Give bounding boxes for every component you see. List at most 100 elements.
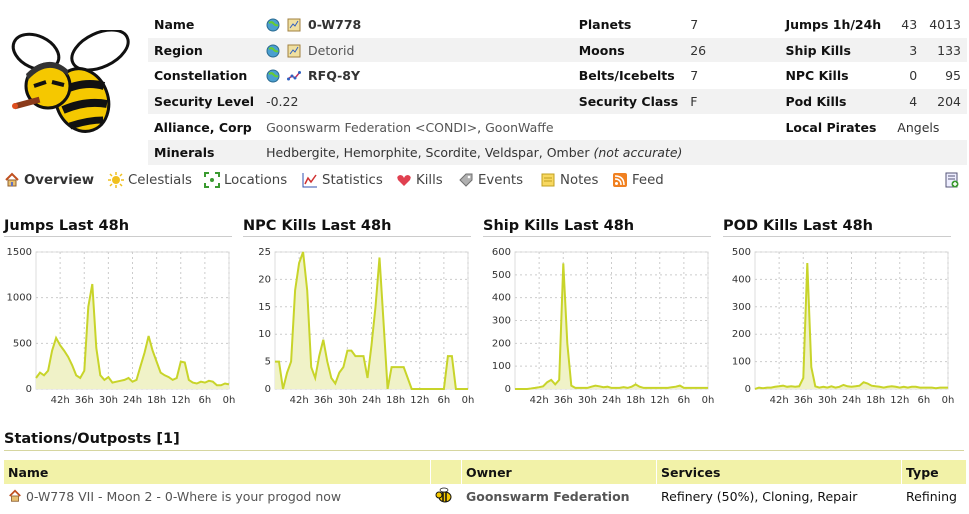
owner-link[interactable]: Goonswarm Federation: [466, 489, 630, 504]
npc-kills-chart: NPC Kills Last 48h 0 5 10 15 20 25 42h 36h 30h 24…: [243, 218, 478, 408]
region-value: Detorid: [260, 37, 573, 64]
constellation-icon[interactable]: [287, 69, 302, 83]
station-name-link[interactable]: 0-W778 VII - Moon 2 - 0-Where is your pr…: [25, 489, 342, 504]
y-tick-label: 20: [258, 274, 271, 285]
tag-icon: [459, 173, 473, 187]
y-tick-label: 400: [492, 293, 511, 304]
station-name-cell: 0-W778 VII - Moon 2 - 0-Where is your pr…: [4, 484, 431, 509]
corp-link[interactable]: GoonWaffe: [485, 119, 554, 135]
security-class-value: F: [684, 88, 780, 115]
chart-title: Ship Kills Last 48h: [483, 218, 711, 237]
y-tick-label: 0: [26, 384, 32, 395]
y-tick-label: 500: [13, 338, 32, 349]
add-bookmark-button[interactable]: [944, 172, 960, 188]
series-area: [515, 263, 708, 389]
x-tick-label: 12h: [171, 395, 190, 406]
y-tick-label: 1500: [7, 247, 32, 258]
npc-kills-label: NPC Kills: [779, 62, 892, 90]
npc-kills-chart-plot: 0 5 10 15 20 25 42h 36h 30h 24h 18h 12h 6h 0h: [258, 247, 474, 406]
globe-icon[interactable]: [266, 44, 280, 58]
stations-heading: Stations/Outposts [1]: [4, 431, 964, 451]
ship-kills-chart-plot: 0 100 200 300 400 500 600 42h 36h 30h 24h 18h 12h 6h 0…: [492, 247, 715, 406]
x-tick-label: 6h: [918, 395, 931, 406]
name-column-header[interactable]: Name: [4, 460, 431, 484]
y-tick-label: 0: [265, 384, 271, 395]
local-pirates-label: Local Pirates: [779, 114, 892, 141]
minerals-label: Minerals: [148, 139, 261, 167]
x-tick-label: 0h: [702, 395, 715, 406]
tab-notes[interactable]: Notes: [540, 172, 598, 188]
constellation-value: RFQ-8Y: [260, 62, 573, 90]
info-row: Alliance, Corp Goonswarm Federation <CON…: [148, 114, 967, 141]
y-tick-label: 300: [732, 302, 751, 313]
info-row: Name 0-W778 Planets 7 Jumps 1h/24h 43 40…: [148, 12, 967, 38]
rss-icon: [613, 173, 627, 187]
x-tick-label: 42h: [530, 395, 549, 406]
alliance-link[interactable]: Goonswarm Federation <CONDI>: [266, 119, 478, 135]
series-line: [515, 263, 708, 390]
tab-statistics[interactable]: Statistics: [302, 172, 383, 188]
services-column-header[interactable]: Services: [656, 460, 902, 484]
x-tick-label: 36h: [794, 395, 813, 406]
tab-kills[interactable]: Kills: [396, 172, 443, 188]
x-tick-label: 12h: [410, 395, 429, 406]
x-tick-label: 24h: [362, 395, 381, 406]
pod-kills-1h-value: 4: [891, 88, 924, 115]
plot-area: [754, 251, 949, 390]
goonswarm-bee-logo: [8, 28, 134, 138]
ship-kills-chart: Ship Kills Last 48h 0 100 200 300 400 500 600 4…: [483, 218, 718, 408]
info-row: Minerals Hedbergite, Hemorphite, Scordit…: [148, 139, 967, 167]
tab-celestials[interactable]: Celestials: [108, 172, 192, 188]
local-pirates-value: Angels: [891, 114, 967, 141]
tab-label: Notes: [560, 172, 599, 188]
y-tick-label: 1000: [7, 293, 32, 304]
jumps-chart: Jumps Last 48h 0 500 1000 1500 42h 36h 30h 24h 1…: [4, 218, 239, 408]
globe-icon[interactable]: [266, 69, 280, 83]
x-tick-label: 0h: [942, 395, 955, 406]
jumps-1h-value: 43: [891, 12, 924, 38]
minerals-value: Hedbergite, Hemorphite, Scordite, Veldsp…: [260, 139, 967, 167]
tab-locations[interactable]: Locations: [204, 172, 287, 188]
statistics-icon: [302, 173, 317, 188]
planets-value: 7: [684, 12, 780, 38]
region-label: Region: [148, 37, 261, 64]
ship-kills-1h-value: 3: [891, 37, 924, 64]
table-row: 0-W778 VII - Moon 2 - 0-Where is your pr…: [4, 484, 966, 509]
owner-column-header[interactable]: Owner: [461, 460, 657, 484]
y-tick-label: 5: [265, 357, 271, 368]
heart-icon: [397, 175, 411, 186]
notes-icon: [541, 173, 555, 187]
system-name-link[interactable]: 0-W778: [308, 16, 362, 32]
tab-events[interactable]: Events: [458, 172, 523, 188]
x-tick-label: 18h: [386, 395, 405, 406]
constellation-link[interactable]: RFQ-8Y: [308, 68, 361, 84]
tab-feed[interactable]: Feed: [612, 172, 664, 188]
info-row: Constellation RFQ-8Y Belts/Icebelts 7 NP…: [148, 62, 967, 90]
jumps-label: Jumps 1h/24h: [779, 12, 892, 38]
map-icon[interactable]: [287, 18, 301, 32]
tab-label: Celestials: [128, 172, 192, 188]
x-tick-label: 6h: [678, 395, 691, 406]
region-link[interactable]: Detorid: [308, 42, 355, 58]
sun-icon: [108, 172, 124, 188]
globe-icon[interactable]: [266, 18, 280, 32]
tab-label: Events: [478, 172, 524, 188]
x-tick-label: 12h: [650, 395, 669, 406]
name-label: Name: [148, 12, 261, 38]
x-tick-label: 0h: [223, 395, 236, 406]
x-tick-label: 36h: [314, 395, 333, 406]
x-tick-label: 6h: [438, 395, 451, 406]
map-icon[interactable]: [287, 44, 301, 58]
name-value: 0-W778: [260, 12, 573, 38]
security-class-label: Security Class: [572, 88, 685, 115]
type-column-header[interactable]: Type: [901, 460, 966, 484]
tab-overview[interactable]: Overview: [4, 172, 94, 188]
home-icon: [5, 172, 19, 187]
tab-label: Locations: [224, 172, 288, 188]
y-tick-label: 100: [732, 357, 751, 368]
y-tick-label: 25: [258, 247, 271, 258]
series-line: [35, 283, 230, 387]
x-tick-label: 42h: [290, 395, 309, 406]
tab-label: Statistics: [322, 172, 383, 188]
planets-label: Planets: [572, 12, 685, 38]
